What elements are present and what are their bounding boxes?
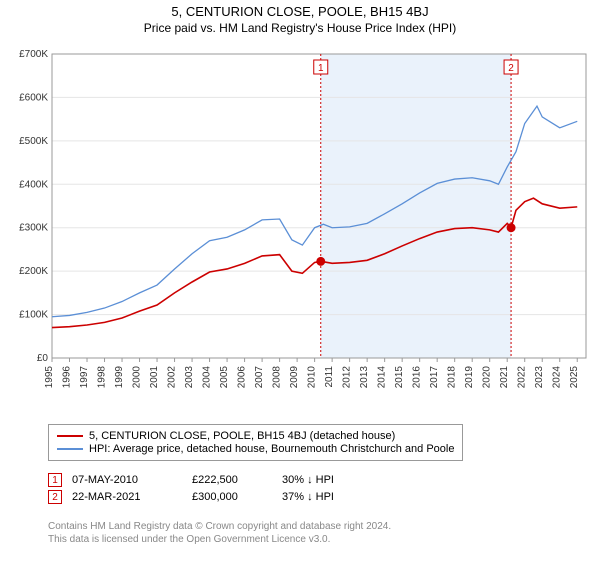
sales-row: 2 22-MAR-2021£300,00037% ↓ HPI [48, 490, 392, 504]
svg-text:2016: 2016 [412, 366, 423, 389]
svg-text:1997: 1997 [79, 366, 90, 389]
chart-title: 5, CENTURION CLOSE, POOLE, BH15 4BJ [0, 4, 600, 19]
svg-text:2020: 2020 [482, 366, 493, 389]
chart-container: 5, CENTURION CLOSE, POOLE, BH15 4BJ Pric… [0, 4, 600, 564]
svg-text:2006: 2006 [237, 366, 248, 389]
sale-diff: 30% ↓ HPI [282, 474, 392, 486]
svg-text:2013: 2013 [359, 366, 370, 389]
svg-text:2012: 2012 [342, 366, 353, 389]
svg-text:1995: 1995 [44, 366, 55, 389]
legend-label: 5, CENTURION CLOSE, POOLE, BH15 4BJ (det… [89, 430, 395, 442]
attribution-line: Contains HM Land Registry data © Crown c… [48, 520, 391, 533]
svg-text:1: 1 [318, 63, 324, 74]
svg-text:2005: 2005 [219, 366, 230, 389]
svg-text:2021: 2021 [499, 366, 510, 389]
svg-text:2004: 2004 [202, 366, 213, 389]
svg-text:1996: 1996 [62, 366, 73, 389]
sales-table: 1 07-MAY-2010£222,50030% ↓ HPI 2 22-MAR-202… [48, 470, 392, 507]
svg-text:2002: 2002 [167, 366, 178, 389]
svg-text:2023: 2023 [534, 366, 545, 389]
legend-row: HPI: Average price, detached house, Bour… [57, 443, 454, 455]
svg-text:2022: 2022 [517, 366, 528, 389]
svg-text:2: 2 [508, 63, 514, 74]
legend: 5, CENTURION CLOSE, POOLE, BH15 4BJ (det… [48, 424, 463, 461]
svg-text:2007: 2007 [254, 366, 265, 389]
svg-text:2011: 2011 [324, 366, 335, 388]
sales-row: 1 07-MAY-2010£222,50030% ↓ HPI [48, 473, 392, 487]
sale-price: £222,500 [192, 474, 282, 486]
sale-marker-icon: 1 [48, 473, 62, 487]
svg-text:2009: 2009 [289, 366, 300, 389]
svg-text:2010: 2010 [307, 366, 318, 389]
svg-text:£100K: £100K [19, 310, 48, 321]
svg-text:2003: 2003 [184, 366, 195, 389]
sale-diff: 37% ↓ HPI [282, 491, 392, 503]
sale-date: 22-MAR-2021 [72, 491, 192, 503]
svg-text:2017: 2017 [429, 366, 440, 389]
line-chart-svg: £0 £100K £200K £300K £400K £500K £600K £700K 199… [8, 48, 592, 418]
svg-text:1998: 1998 [97, 366, 108, 389]
svg-text:1999: 1999 [114, 366, 125, 389]
svg-text:2014: 2014 [377, 366, 388, 389]
legend-row: 5, CENTURION CLOSE, POOLE, BH15 4BJ (det… [57, 430, 454, 442]
chart-area: £0 £100K £200K £300K £400K £500K £600K £700K 199… [8, 48, 592, 418]
legend-swatch [57, 448, 83, 450]
svg-text:2024: 2024 [552, 366, 563, 389]
attribution-line: This data is licensed under the Open Gov… [48, 533, 391, 546]
attribution-text: Contains HM Land Registry data © Crown c… [48, 520, 391, 546]
svg-text:£700K: £700K [19, 49, 48, 60]
svg-text:£400K: £400K [19, 179, 48, 190]
svg-text:2000: 2000 [132, 366, 143, 389]
svg-text:2015: 2015 [394, 366, 405, 389]
svg-text:2008: 2008 [272, 366, 283, 389]
sale-date: 07-MAY-2010 [72, 474, 192, 486]
svg-text:£0: £0 [37, 353, 49, 364]
svg-text:£200K: £200K [19, 266, 48, 277]
legend-label: HPI: Average price, detached house, Bour… [89, 443, 454, 455]
chart-subtitle: Price paid vs. HM Land Registry's House … [0, 21, 600, 35]
svg-text:£500K: £500K [19, 136, 48, 147]
svg-text:£300K: £300K [19, 223, 48, 234]
sale-marker-icon: 2 [48, 490, 62, 504]
legend-swatch [57, 435, 83, 437]
svg-text:2018: 2018 [447, 366, 458, 389]
sale-price: £300,000 [192, 491, 282, 503]
svg-text:2025: 2025 [569, 366, 580, 389]
svg-text:2019: 2019 [464, 366, 475, 389]
svg-text:2001: 2001 [149, 366, 160, 389]
svg-text:£600K: £600K [19, 92, 48, 103]
